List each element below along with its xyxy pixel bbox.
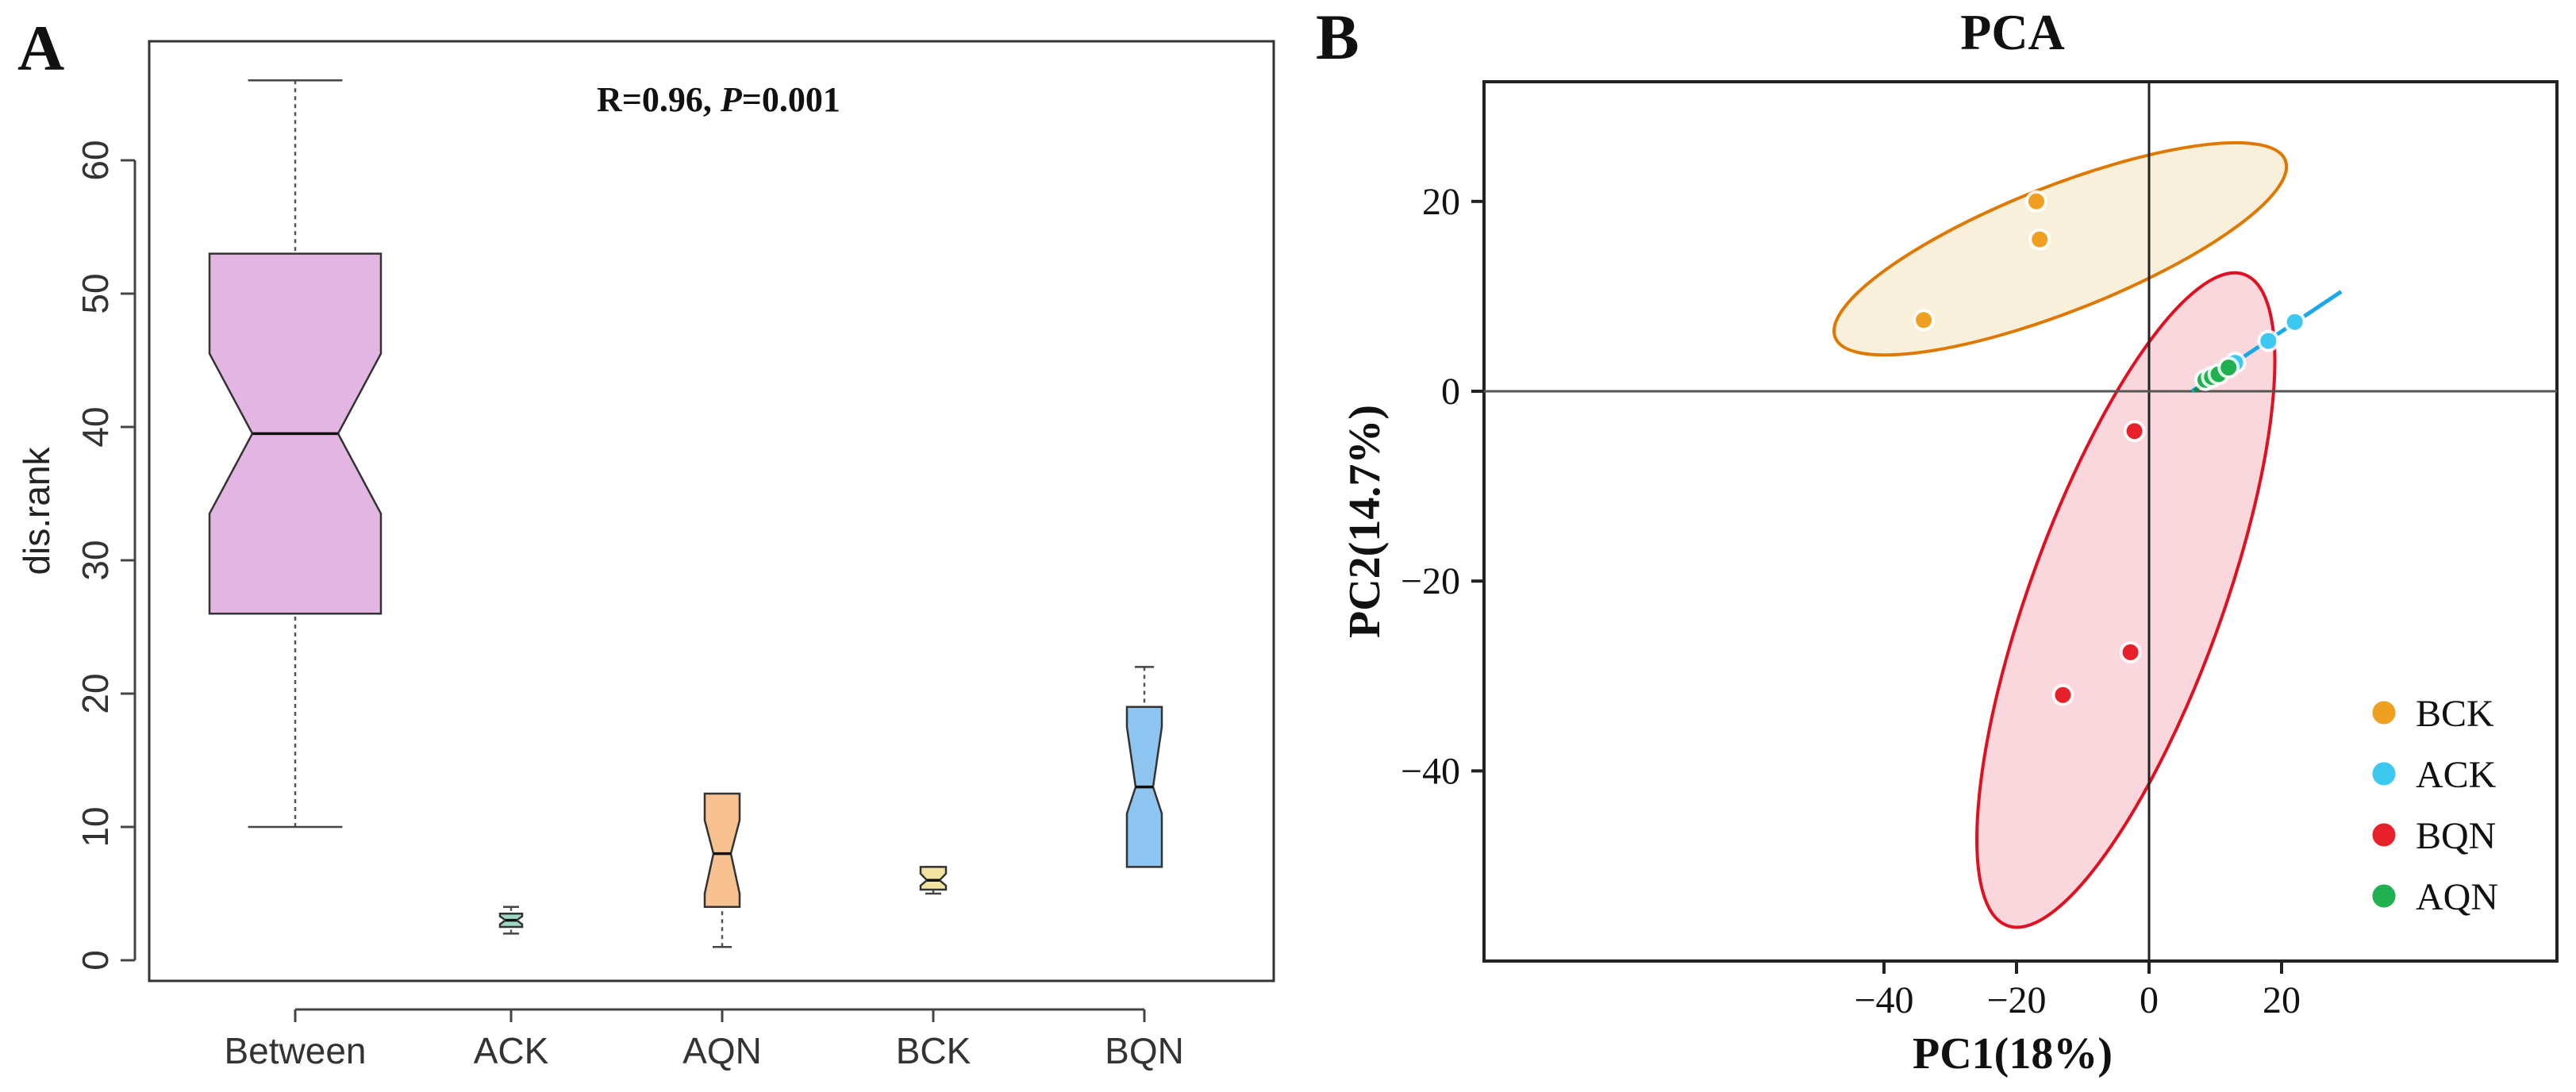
legend-marker: [2370, 821, 2398, 849]
point-bqn: [2051, 683, 2074, 706]
panel-b-legend: BCK ACK BQN AQN: [2370, 693, 2498, 918]
box-body: [919, 866, 948, 891]
legend-marker: [2370, 759, 2398, 788]
panel-a-y-tick-label: 20: [75, 673, 116, 713]
point-marker: [2122, 644, 2139, 660]
panel-b-letter: B: [1316, 1, 1359, 73]
panel-a-y-tick-label: 60: [75, 140, 116, 180]
panel-b-axes: −40 −20 0 20 −40 −20 0 20: [1401, 181, 2301, 1021]
point-ack: [2283, 310, 2306, 333]
legend-item-aqn: AQN: [2370, 876, 2498, 918]
x-label-ack: ACK: [474, 1030, 549, 1071]
panel-a: A 0 10 20 30 40 50 60 Between ACK AQN BCK BQN dis.…: [16, 12, 1275, 1071]
legend-item-bck: BCK: [2370, 693, 2494, 735]
x-label-aqn: AQN: [682, 1030, 762, 1071]
panel-a-y-tick-label: 40: [75, 406, 116, 447]
point-marker: [2126, 423, 2143, 440]
panel-a-y-tick-label: 10: [75, 806, 116, 847]
panel-b-x-tick-label: −40: [1854, 979, 1913, 1021]
panel-b-y-tick-label: −20: [1401, 560, 1460, 602]
panel-a-letter: A: [17, 12, 64, 84]
panel-b-x-tick-label: 0: [2140, 979, 2159, 1021]
panel-b-y-tick-label: 20: [1422, 181, 1460, 223]
panel-a-x-axis: Between ACK AQN BCK BQN: [224, 1008, 1184, 1071]
panel-b-clipped: [1484, 82, 2557, 961]
point-marker: [1916, 312, 1932, 329]
panel-a-y-tick-label: 30: [75, 540, 116, 580]
x-label-bck: BCK: [896, 1030, 971, 1071]
panel-b-content: [1484, 82, 2557, 961]
point-ack: [2257, 329, 2280, 352]
point-marker: [2286, 313, 2303, 330]
ellipse-bqn: [1975, 271, 2277, 929]
point-bqn: [2123, 420, 2146, 443]
panel-b-title: PCA: [1960, 4, 2065, 60]
box-between: [208, 79, 383, 829]
box-bqn: [1125, 666, 1163, 868]
box-body: [703, 792, 741, 909]
x-label-between: Between: [224, 1030, 366, 1071]
panel-b-y-axis-label: PC2(14.7%): [1340, 405, 1390, 638]
panel-a-y-axis-label: dis.rank: [16, 446, 57, 575]
panel-b-x-axis-label: PC1(18%): [1913, 1029, 2113, 1079]
box-aqn: [703, 792, 741, 948]
point-bck: [1913, 309, 1936, 332]
legend-label: BQN: [2416, 815, 2496, 857]
panel-b-x-tick-label: −20: [1986, 979, 2046, 1021]
legend-label: AQN: [2416, 876, 2498, 918]
point-bck: [2028, 228, 2051, 251]
point-bqn: [2119, 640, 2142, 663]
legend-label: ACK: [2416, 754, 2497, 796]
point-marker: [2028, 193, 2045, 210]
panel-a-y-tick-label: 50: [75, 273, 116, 313]
panel-b-y-tick-label: −40: [1401, 750, 1460, 792]
panel-b-y-tick-label: 0: [1441, 371, 1460, 413]
x-label-bqn: BQN: [1105, 1030, 1184, 1071]
legend-item-ack: ACK: [2370, 754, 2497, 796]
panel-a-y-axis: 0 10 20 30 40 50 60: [75, 140, 136, 971]
box-bck: [919, 866, 948, 895]
panel-b: B PCA −40 −20 0 20 −40 −20 0 20 PC1(18%) PC2(14…: [1316, 1, 2559, 1079]
legend-marker: [2370, 882, 2398, 910]
point-aqn: [2217, 356, 2240, 379]
point-bck: [2025, 190, 2048, 213]
panel-b-x-tick-label: 20: [2263, 979, 2301, 1021]
legend-marker: [2370, 698, 2398, 727]
point-marker: [2220, 360, 2237, 376]
legend-item-bqn: BQN: [2370, 815, 2496, 857]
point-marker: [2032, 231, 2048, 248]
panel-a-boxes: [208, 79, 1163, 948]
point-marker: [2055, 686, 2071, 703]
panel-a-y-tick-label: 0: [75, 950, 116, 971]
panel-a-statistics: R=0.96, P=0.001: [597, 80, 840, 119]
legend-label: BCK: [2416, 693, 2494, 735]
box-ack: [498, 906, 524, 935]
point-marker: [2260, 333, 2277, 349]
